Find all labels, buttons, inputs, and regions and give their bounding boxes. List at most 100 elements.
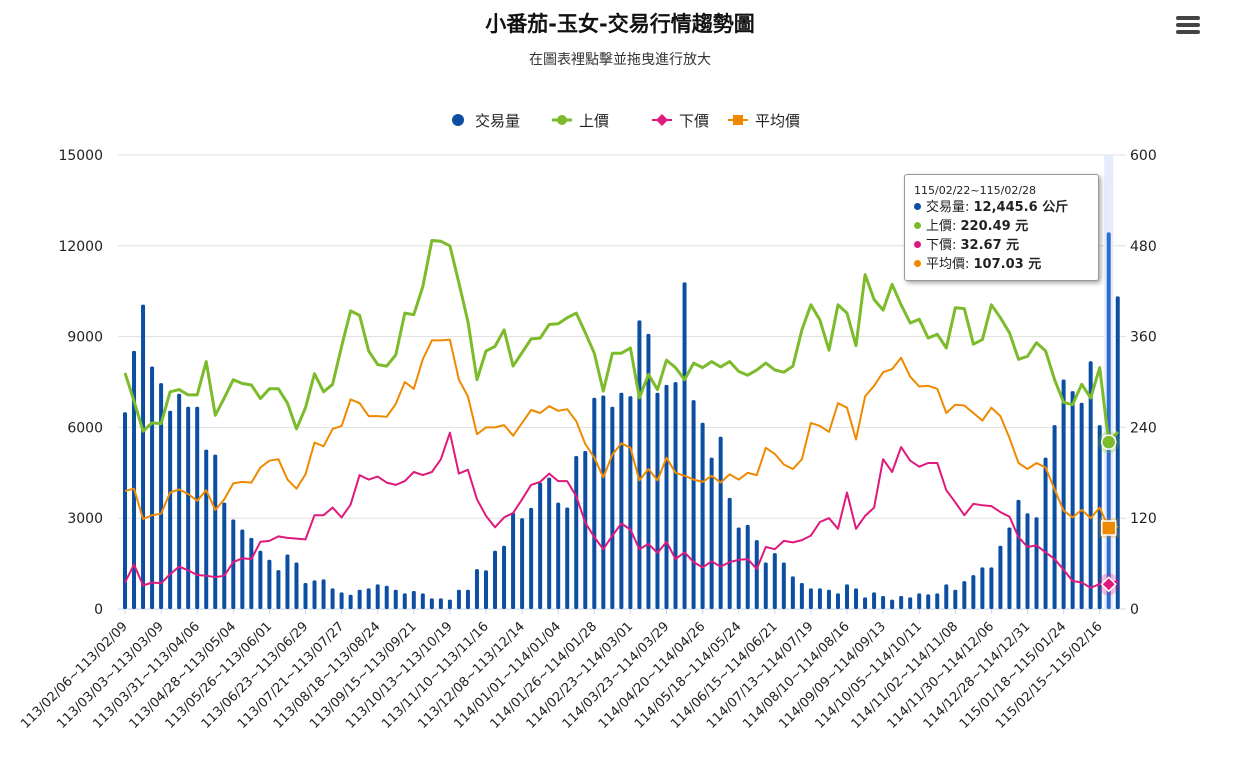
legend-item-lower[interactable]: 下價 [652,112,709,130]
volume-bar[interactable] [222,502,227,609]
volume-bar[interactable] [357,589,362,609]
volume-bar[interactable] [808,588,813,609]
volume-bar[interactable] [736,527,741,609]
volume-bar[interactable] [610,406,615,609]
volume-bar[interactable] [1079,402,1084,609]
volume-bar[interactable] [267,559,272,609]
legend-item-avg[interactable]: 平均價 [728,112,800,130]
volume-bar[interactable] [998,545,1003,609]
volume-bar[interactable] [213,454,218,609]
volume-bar[interactable] [953,589,958,609]
volume-bar[interactable] [465,589,470,609]
volume-bar[interactable] [682,282,687,609]
volume-bar[interactable] [944,584,949,609]
volume-bar[interactable] [330,588,335,609]
volume-bar[interactable] [474,569,479,609]
volume-bar[interactable] [1106,232,1111,609]
volume-bar[interactable] [393,589,398,609]
volume-bar[interactable] [691,400,696,609]
volume-bar[interactable] [547,477,552,609]
volume-bar[interactable] [745,524,750,609]
volume-bar[interactable] [772,553,777,609]
volume-bar[interactable] [502,545,507,609]
volume-bar[interactable] [168,410,173,609]
volume-bar[interactable] [204,449,209,609]
legend[interactable]: 交易量 上價 下價 平均價 [452,112,800,130]
volume-bar[interactable] [908,597,913,609]
volume-bar[interactable] [321,579,326,609]
volume-bar[interactable] [1061,379,1066,609]
volume-bar[interactable] [917,593,922,609]
volume-bar[interactable] [899,596,904,609]
volume-bar[interactable] [962,581,967,609]
volume-bar[interactable] [511,512,516,609]
volume-bar[interactable] [348,594,353,609]
volume-bar[interactable] [411,591,416,609]
legend-item-volume[interactable]: 交易量 [452,112,520,130]
volume-bar[interactable] [231,519,236,609]
volume-bar[interactable] [700,422,705,609]
volume-bar[interactable] [718,436,723,609]
volume-bar[interactable] [826,589,831,609]
volume-bar[interactable] [881,596,886,609]
volume-bar[interactable] [989,567,994,609]
lower-price-line[interactable] [124,431,1119,589]
volume-bar[interactable] [890,599,895,609]
volume-bar[interactable] [240,529,245,609]
volume-bar[interactable] [971,575,976,609]
volume-bar[interactable] [637,320,642,609]
volume-bar[interactable] [420,593,425,609]
volume-bar[interactable] [980,567,985,609]
volume-bar[interactable] [339,592,344,609]
legend-item-upper[interactable]: 上價 [552,112,609,130]
volume-bar[interactable] [159,383,164,609]
volume-bar[interactable] [438,598,443,609]
volume-bar[interactable] [863,597,868,609]
volume-bar[interactable] [1007,527,1012,609]
volume-bar[interactable] [258,550,263,609]
volume-bar[interactable] [1097,425,1102,609]
volume-bar[interactable] [601,395,606,609]
volume-bar[interactable] [538,482,543,609]
volume-bar[interactable] [276,570,281,609]
volume-bar[interactable] [935,593,940,609]
avg-price-line[interactable] [124,338,1118,529]
volume-bar[interactable] [790,576,795,609]
volume-bar[interactable] [781,562,786,609]
hamburger-menu-icon[interactable] [1176,16,1200,36]
volume-bar[interactable] [1025,513,1030,609]
volume-bar[interactable] [312,580,317,609]
volume-bar[interactable] [1052,425,1057,609]
volume-bar[interactable] [520,518,525,609]
volume-bar[interactable] [303,583,308,609]
volume-bar[interactable] [1070,391,1075,609]
volume-bar[interactable] [195,406,200,609]
volume-bar[interactable] [556,502,561,609]
volume-bar[interactable] [817,588,822,609]
volume-bar[interactable] [835,593,840,609]
volume-bar[interactable] [529,507,534,609]
volume-bar[interactable] [763,562,768,609]
volume-bar[interactable] [1016,499,1021,609]
volume-bar[interactable] [664,384,669,609]
volume-bar[interactable] [799,583,804,609]
volume-bar[interactable] [872,592,877,609]
volume-bar[interactable] [484,570,488,609]
volume-bar[interactable] [402,593,407,609]
volume-bar[interactable] [619,392,624,609]
volume-bar[interactable] [926,594,931,609]
volume-bar[interactable] [727,497,732,609]
volume-bar[interactable] [646,333,651,609]
volume-bar[interactable] [456,589,461,609]
volume-bar[interactable] [150,366,155,609]
volume-bar[interactable] [1115,296,1120,609]
volume-bar[interactable] [249,537,254,609]
volume-bar[interactable] [429,598,434,609]
price-lines[interactable] [123,239,1119,589]
volume-bar[interactable] [493,550,498,609]
volume-bar[interactable] [447,599,452,609]
volume-bar[interactable] [655,392,660,609]
volume-bar[interactable] [141,304,146,609]
volume-bar[interactable] [565,507,570,609]
